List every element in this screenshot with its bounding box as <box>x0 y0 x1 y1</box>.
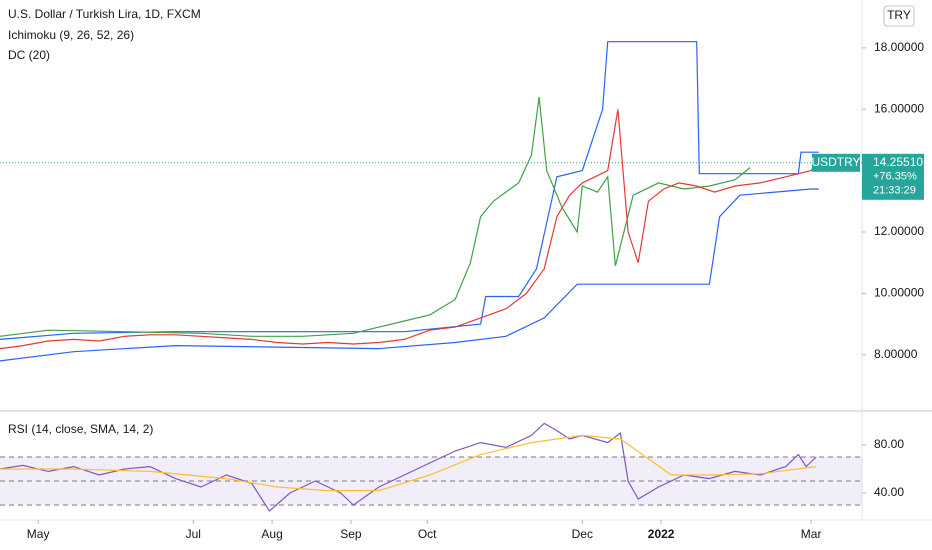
y-tick-label: 40.00 <box>874 485 904 499</box>
y-tick-label: 8.00000 <box>874 347 918 361</box>
rsi-band <box>0 457 862 505</box>
y-tick-label: 80.00 <box>874 437 904 451</box>
currency[interactable]: TRY <box>887 8 911 22</box>
symbol-label: USDTRY <box>811 155 860 169</box>
y-tick-label: 12.00000 <box>874 224 924 238</box>
price-tag <box>862 153 924 200</box>
series-line <box>0 188 819 362</box>
x-tick-label: May <box>27 527 50 541</box>
countdown: 21:33:29 <box>873 185 916 197</box>
chart-title: U.S. Dollar / Turkish Lira, 1D, FXCM <box>8 7 201 21</box>
y-tick-label: 16.00000 <box>874 101 924 115</box>
indicator-label: DC (20) <box>8 48 50 62</box>
x-tick-label: 2022 <box>648 527 675 541</box>
series-line <box>0 96 751 337</box>
currency-box[interactable] <box>883 5 915 27</box>
x-tick-label: Mar <box>801 527 822 541</box>
x-tick-label: Sep <box>340 527 362 541</box>
y-tick-label: 10.00000 <box>874 286 924 300</box>
series-line <box>0 109 817 350</box>
x-tick-label: Dec <box>572 527 593 541</box>
x-tick-label: Oct <box>418 527 437 541</box>
symbol-tag <box>812 153 860 172</box>
x-tick-label: Aug <box>261 527 282 541</box>
series-line <box>0 41 819 340</box>
y-tick-label: 18.00000 <box>874 40 924 54</box>
rsi-title: RSI (14, close, SMA, 14, 2) <box>8 422 153 436</box>
price-change: +76.35% <box>873 171 917 183</box>
indicator-label: Ichimoku (9, 26, 52, 26) <box>8 28 134 42</box>
last-price: 14.25510 <box>873 155 923 169</box>
x-tick-label: Jul <box>186 527 201 541</box>
series-line <box>0 434 817 492</box>
